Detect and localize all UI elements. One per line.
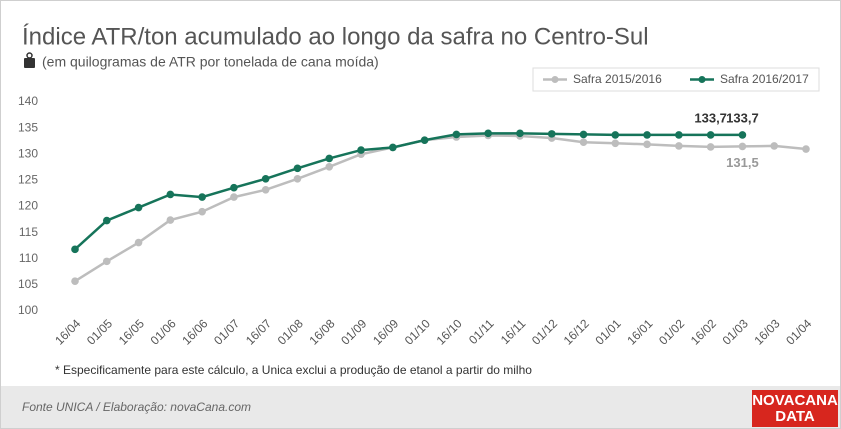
data-point bbox=[611, 131, 620, 139]
series-line bbox=[74, 134, 807, 283]
logo-box bbox=[752, 390, 838, 427]
data-point bbox=[198, 193, 206, 201]
footer-band bbox=[1, 386, 840, 428]
data-point bbox=[261, 175, 270, 183]
data-point bbox=[166, 190, 175, 199]
data-label: 131,5 bbox=[726, 155, 759, 170]
data-point bbox=[102, 216, 111, 225]
data-point bbox=[706, 143, 715, 151]
data-point bbox=[389, 143, 397, 152]
data-point bbox=[738, 131, 747, 139]
y-tick-label: 140 bbox=[18, 94, 38, 108]
data-point bbox=[579, 138, 588, 147]
series-line bbox=[74, 132, 743, 251]
logo-text: DATA bbox=[775, 408, 815, 425]
data-point bbox=[643, 140, 651, 149]
data-point bbox=[71, 245, 79, 254]
data-point bbox=[230, 193, 238, 201]
y-tick-label: 130 bbox=[18, 146, 38, 160]
y-tick-label: 105 bbox=[18, 277, 38, 291]
data-point bbox=[484, 129, 492, 138]
data-point bbox=[675, 131, 683, 139]
data-point bbox=[579, 130, 588, 139]
data-point bbox=[452, 130, 461, 139]
data-point bbox=[134, 203, 143, 212]
data-point bbox=[738, 142, 747, 151]
data-label: 133,7 bbox=[726, 110, 759, 125]
legend-swatch bbox=[551, 76, 559, 83]
data-point bbox=[198, 207, 206, 216]
data-point bbox=[325, 154, 334, 163]
y-tick-label: 100 bbox=[18, 303, 38, 317]
data-point bbox=[293, 175, 302, 183]
footnote: * Especificamente para este cálculo, a U… bbox=[55, 363, 532, 377]
y-tick-label: 125 bbox=[18, 173, 38, 187]
data-point bbox=[420, 136, 429, 144]
data-point bbox=[547, 130, 556, 138]
chart-subtitle: (em quilogramas de ATR por tonelada de c… bbox=[42, 54, 379, 70]
y-tick-label: 115 bbox=[19, 225, 38, 239]
data-point bbox=[770, 142, 779, 150]
legend-box bbox=[532, 67, 820, 92]
data-point bbox=[516, 129, 524, 138]
chart-title: Índice ATR/ton acumulado ao longo da saf… bbox=[22, 23, 649, 50]
data-point bbox=[230, 183, 238, 192]
data-point bbox=[643, 131, 651, 139]
data-point bbox=[325, 162, 334, 171]
legend-label: Safra 2015/2016 bbox=[573, 72, 662, 86]
weight-icon bbox=[24, 52, 35, 68]
y-tick-label: 110 bbox=[19, 251, 38, 265]
data-point bbox=[102, 257, 111, 266]
data-point bbox=[706, 131, 715, 139]
data-label: 133,7 bbox=[694, 110, 727, 125]
y-tick-label: 120 bbox=[18, 199, 38, 213]
source: Fonte UNICA / Elaboração: novaCana.com bbox=[22, 400, 251, 414]
legend-label: Safra 2016/2017 bbox=[720, 72, 809, 86]
data-point bbox=[802, 145, 810, 153]
data-point bbox=[134, 238, 143, 247]
data-point bbox=[71, 277, 79, 286]
data-point bbox=[293, 164, 302, 173]
data-point bbox=[611, 139, 620, 148]
y-tick-label: 135 bbox=[18, 120, 38, 134]
data-point bbox=[166, 216, 175, 224]
data-point bbox=[261, 185, 270, 194]
legend-swatch bbox=[698, 76, 706, 83]
data-point bbox=[675, 142, 683, 150]
data-point bbox=[357, 146, 365, 154]
logo-text: NOVACANA bbox=[752, 392, 838, 409]
